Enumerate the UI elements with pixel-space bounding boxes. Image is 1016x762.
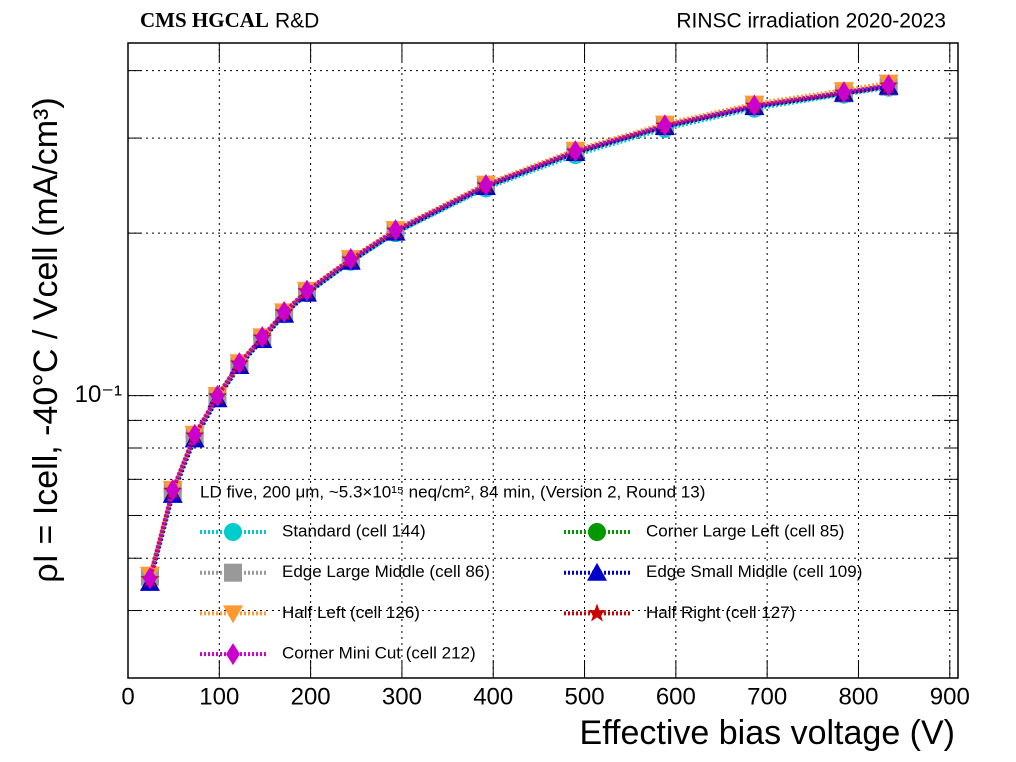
x-tick-label: 100 — [199, 683, 239, 710]
x-tick-label: 900 — [930, 683, 970, 710]
data-point — [232, 352, 247, 375]
x-tick-label: 200 — [291, 683, 331, 710]
chart-title: RINSC irradiation 2020-2023 — [676, 10, 946, 33]
legend-marker — [223, 605, 243, 624]
legend-label: Standard (cell 144) — [282, 521, 426, 540]
legend-marker — [224, 523, 242, 541]
x-tick-label: 400 — [473, 683, 513, 710]
experiment-label: CMS HGCAL — [140, 8, 269, 32]
y-axis-label: ρI = Icell, -40°C / Vcell (mA/cm³) — [27, 97, 65, 582]
x-tick-label: 600 — [656, 683, 696, 710]
x-tick-label: 300 — [382, 683, 422, 710]
legend-marker — [224, 563, 242, 582]
data-point — [277, 300, 292, 323]
data-point — [836, 81, 851, 104]
data-point — [881, 74, 896, 97]
data-point — [388, 219, 403, 242]
series-line — [147, 83, 889, 579]
legend-label: Edge Large Middle (cell 86) — [282, 562, 490, 581]
legend-marker — [587, 603, 607, 622]
legend-label: Half Left (cell 126) — [282, 603, 420, 622]
plot-frame — [127, 42, 959, 679]
x-axis-label: Effective bias voltage (V) — [580, 714, 955, 752]
legend-title: LD five, 200 μm, ~5.3×10¹⁵ neq/cm², 84 m… — [200, 482, 705, 501]
legend-label: Half Right (cell 127) — [646, 603, 795, 622]
data-point — [165, 478, 180, 501]
x-tick-label: 500 — [565, 683, 605, 710]
legend-marker — [226, 643, 240, 666]
legend-label: Corner Mini Cut (cell 212) — [282, 644, 476, 663]
legend-label: Corner Large Left (cell 85) — [646, 521, 844, 540]
legend-label: Edge Small Middle (cell 109) — [646, 562, 862, 581]
data-point — [187, 423, 202, 446]
legend-marker — [587, 562, 607, 581]
data-point — [657, 114, 672, 137]
data-point — [568, 140, 583, 163]
label: R&D — [275, 10, 319, 33]
data-point — [255, 326, 270, 349]
x-tick-label: 0 — [121, 683, 134, 710]
data-point — [747, 94, 762, 117]
y-tick-label: 10⁻¹ — [75, 381, 122, 408]
legend-marker — [588, 523, 606, 541]
data-point — [343, 248, 358, 271]
data-point — [210, 384, 225, 407]
data-point — [142, 567, 157, 590]
x-tick-label: 800 — [838, 683, 878, 710]
x-tick-label: 700 — [747, 683, 787, 710]
data-point — [299, 279, 314, 302]
data-point — [478, 173, 493, 196]
